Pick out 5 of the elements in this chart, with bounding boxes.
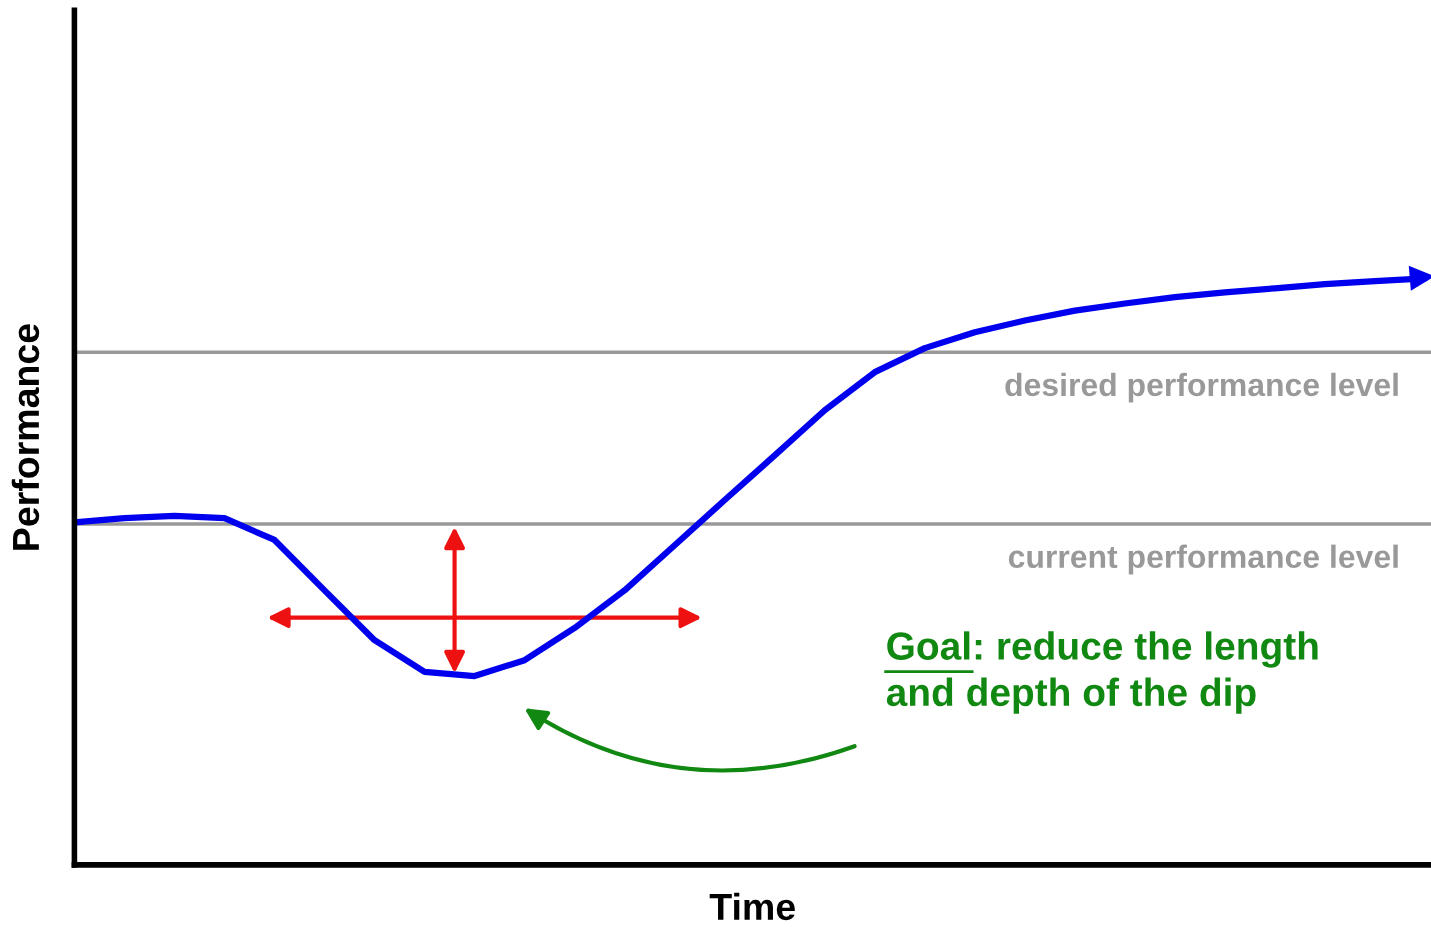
ref-line-label: desired performance level	[1005, 372, 1398, 403]
y-axis-title: Performance	[11, 324, 40, 550]
ref-line-label: current performance level	[1008, 544, 1398, 575]
x-axis-title: Time	[709, 892, 795, 921]
annotation: Goal: reduce the length and depth of the dip	[886, 631, 1318, 714]
